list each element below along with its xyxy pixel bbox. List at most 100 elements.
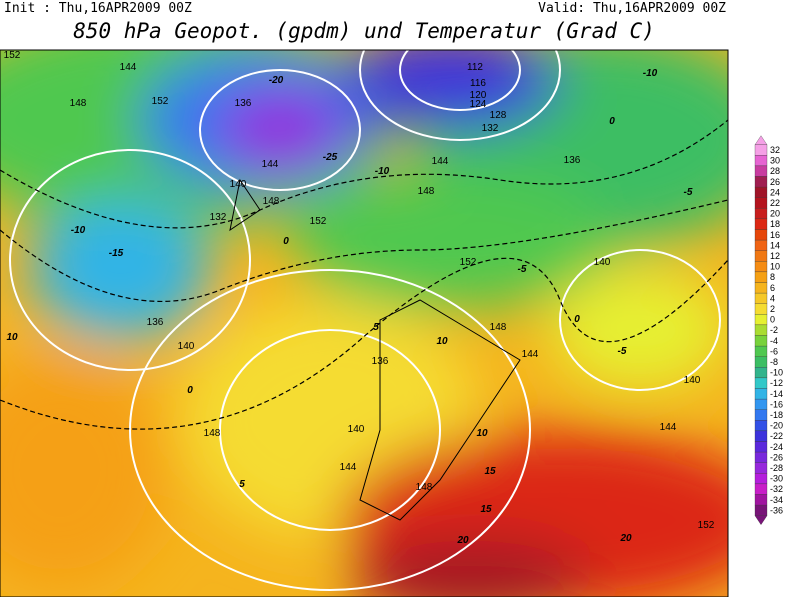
colorbar-swatch xyxy=(754,494,768,506)
colorbar-label: 30 xyxy=(770,156,780,166)
colorbar-swatch xyxy=(754,335,768,347)
colorbar-swatch xyxy=(754,229,768,241)
colorbar-label: 18 xyxy=(770,219,780,229)
colorbar-label: -10 xyxy=(770,368,783,378)
colorbar: 32302826242220181614121086420-2-4-6-8-10… xyxy=(754,135,783,525)
colorbar-label: -16 xyxy=(770,399,783,409)
colorbar-label: -4 xyxy=(770,336,778,346)
temperature-label: -10 xyxy=(375,166,390,177)
temperature-label: -25 xyxy=(323,152,338,163)
colorbar-label: 8 xyxy=(770,272,775,282)
colorbar-swatch xyxy=(754,176,768,188)
geopotential-label: 140 xyxy=(178,341,195,352)
temperature-label: 20 xyxy=(456,535,469,546)
geopotential-label: 136 xyxy=(564,155,581,166)
geopotential-label: 148 xyxy=(416,482,433,493)
geopotential-label: 148 xyxy=(70,98,87,109)
geopotential-label: 140 xyxy=(348,424,365,435)
geopotential-label: 120 xyxy=(470,90,487,101)
colorbar-label: -8 xyxy=(770,357,778,367)
colorbar-swatch xyxy=(754,218,768,230)
map-title: 850 hPa Geopot. (gpdm) und Temperatur (G… xyxy=(73,19,655,43)
colorbar-label: 26 xyxy=(770,177,780,187)
colorbar-swatch xyxy=(754,239,768,251)
geopotential-label: 148 xyxy=(490,322,507,333)
colorbar-label: -28 xyxy=(770,463,783,473)
colorbar-label: -24 xyxy=(770,442,783,452)
colorbar-swatch xyxy=(754,324,768,336)
temperature-label: -10 xyxy=(643,68,658,79)
geopotential-label: 144 xyxy=(432,156,449,167)
colorbar-swatch xyxy=(754,144,768,156)
colorbar-swatch xyxy=(754,292,768,304)
colorbar-label: -18 xyxy=(770,410,783,420)
temperature-label: -20 xyxy=(269,75,284,86)
geopotential-label: 148 xyxy=(263,196,280,207)
colorbar-label: -12 xyxy=(770,378,783,388)
colorbar-label: 6 xyxy=(770,283,775,293)
geopotential-label: 140 xyxy=(594,257,611,268)
geopotential-label: 132 xyxy=(482,123,499,134)
colorbar-label: -32 xyxy=(770,484,783,494)
temperature-label: 20 xyxy=(619,533,632,544)
temperature-label: 5 xyxy=(373,322,379,333)
colorbar-label: 20 xyxy=(770,209,780,219)
colorbar-label: -2 xyxy=(770,325,778,335)
temperature-label: 0 xyxy=(187,385,193,396)
geopotential-label: 152 xyxy=(698,520,715,531)
colorbar-swatch xyxy=(754,420,768,432)
colorbar-label: 28 xyxy=(770,166,780,176)
colorbar-label: 12 xyxy=(770,251,780,261)
colorbar-swatch xyxy=(754,441,768,453)
colorbar-swatch xyxy=(754,282,768,294)
geopotential-label: 140 xyxy=(684,375,701,386)
colorbar-swatch xyxy=(754,197,768,209)
geopotential-label: 128 xyxy=(490,110,507,121)
geopotential-label: 112 xyxy=(467,62,483,73)
colorbar-swatch xyxy=(754,388,768,400)
temperature-label: 10 xyxy=(436,336,448,347)
temperature-label: 15 xyxy=(480,504,492,515)
colorbar-label: 32 xyxy=(770,145,780,155)
geopotential-label: 144 xyxy=(262,159,279,170)
colorbar-swatch xyxy=(754,504,768,516)
temperature-label: 0 xyxy=(283,236,289,247)
temperature-label: -5 xyxy=(518,264,527,275)
colorbar-swatch xyxy=(754,398,768,410)
geopotential-label: 152 xyxy=(310,216,327,227)
colorbar-swatch xyxy=(754,155,768,167)
geopotential-label: 148 xyxy=(204,428,221,439)
init-time: Init : Thu,16APR2009 00Z xyxy=(4,1,192,16)
colorbar-swatch xyxy=(754,430,768,442)
colorbar-swatch xyxy=(754,345,768,357)
colorbar-label: -22 xyxy=(770,431,783,441)
colorbar-swatch xyxy=(754,483,768,495)
colorbar-swatch xyxy=(754,356,768,368)
colorbar-swatch xyxy=(754,462,768,474)
colorbar-swatch xyxy=(754,451,768,463)
geopotential-label: 116 xyxy=(470,78,486,89)
temperature-label: 15 xyxy=(484,466,496,477)
colorbar-label: 2 xyxy=(770,304,775,314)
colorbar-label: 14 xyxy=(770,240,780,250)
temperature-label: 0 xyxy=(574,314,580,325)
temperature-label: -10 xyxy=(71,225,86,236)
colorbar-swatch xyxy=(754,261,768,273)
colorbar-swatch xyxy=(754,271,768,283)
geopotential-label: 152 xyxy=(4,50,21,61)
geopotential-label: 136 xyxy=(235,98,252,109)
temperature-label: -15 xyxy=(109,248,124,259)
geopotential-label: 144 xyxy=(120,62,137,73)
colorbar-swatch xyxy=(754,165,768,177)
colorbar-swatch xyxy=(754,250,768,262)
geopotential-label: 148 xyxy=(418,186,435,197)
colorbar-label: -34 xyxy=(770,495,783,505)
colorbar-label: 16 xyxy=(770,230,780,240)
colorbar-label: -14 xyxy=(770,389,783,399)
colorbar-label: 24 xyxy=(770,187,780,197)
colorbar-label: -30 xyxy=(770,474,783,484)
geopotential-label: 152 xyxy=(152,96,169,107)
